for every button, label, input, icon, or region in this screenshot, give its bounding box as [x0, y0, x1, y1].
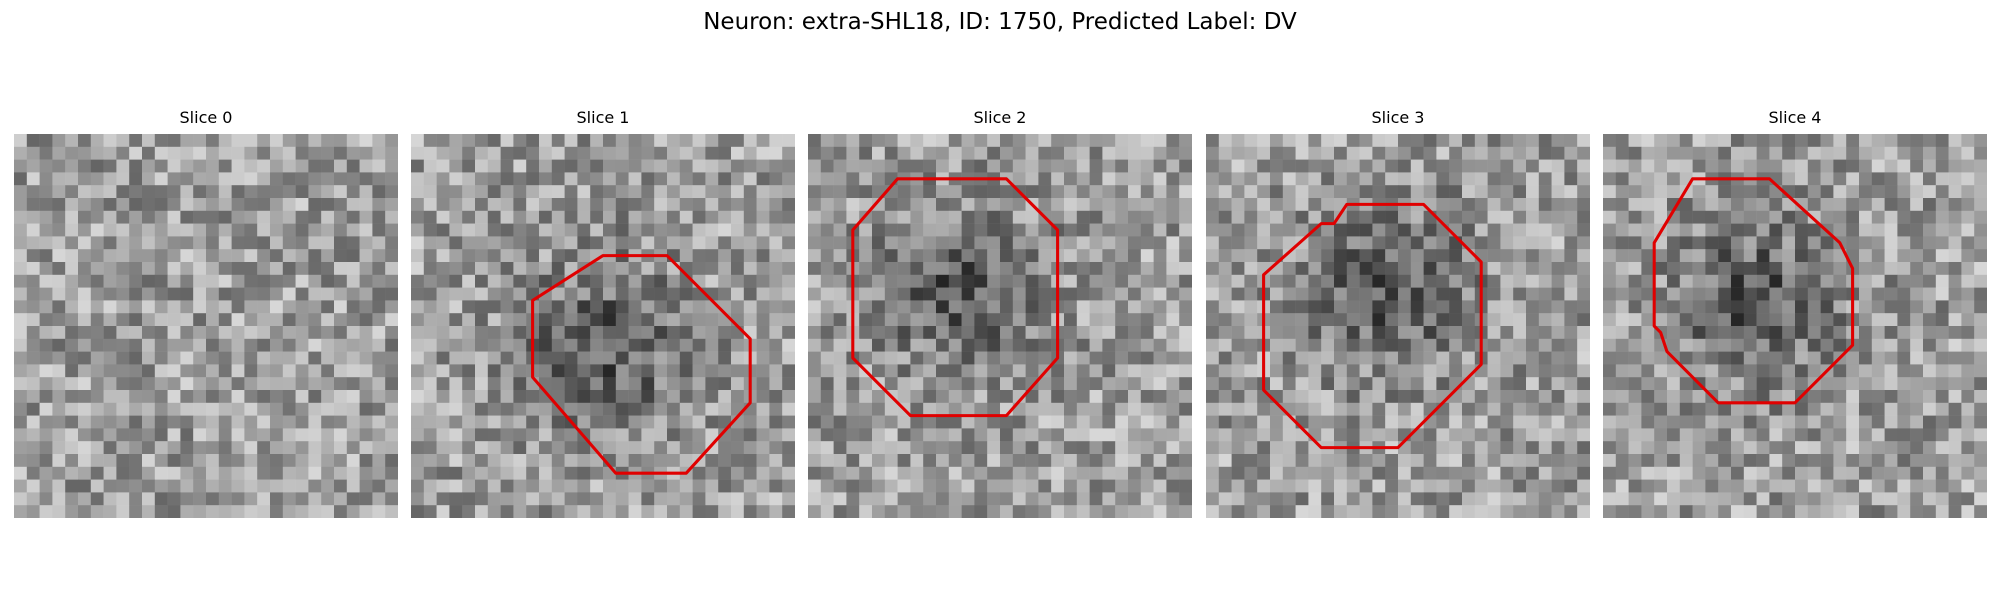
roi-contour	[851, 177, 1060, 418]
slice-image	[14, 134, 398, 518]
figure-title: Neuron: extra-SHL18, ID: 1750, Predicted…	[703, 9, 1297, 35]
roi-contour	[531, 254, 752, 475]
slice-image	[808, 134, 1192, 518]
roi-contour	[1652, 177, 1855, 405]
slice-image	[411, 134, 795, 518]
slice-image	[1603, 134, 1987, 518]
slice-title: Slice 3	[1371, 108, 1425, 127]
roi-contour	[1262, 202, 1483, 450]
slice-title: Slice 0	[179, 108, 233, 127]
slice-title: Slice 4	[1768, 108, 1822, 127]
slice-image	[1206, 134, 1590, 518]
slice-title: Slice 1	[576, 108, 630, 127]
slice-title: Slice 2	[973, 108, 1027, 127]
